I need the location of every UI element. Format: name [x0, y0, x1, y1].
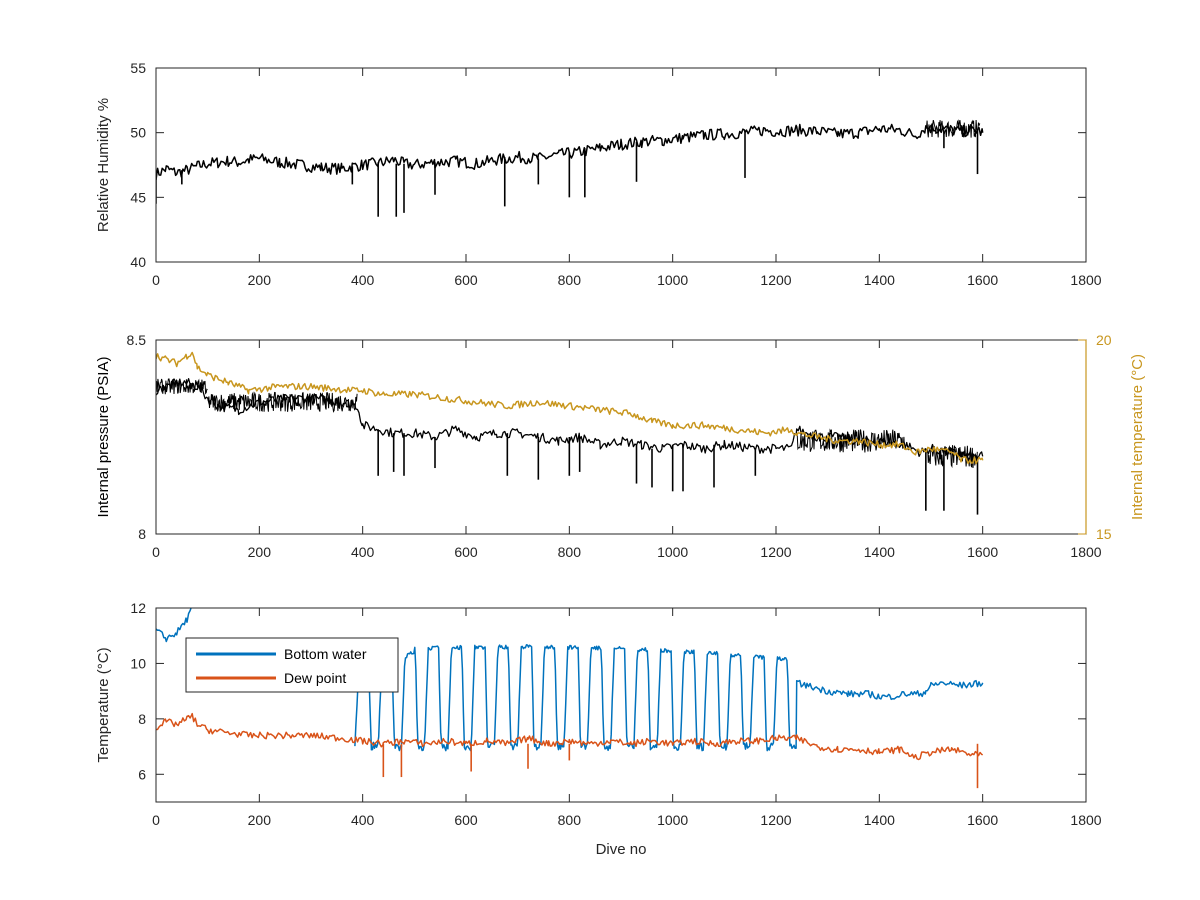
y-tick-label: 8	[138, 711, 146, 727]
x-tick-label: 0	[152, 544, 160, 560]
x-tick-label: 200	[248, 544, 272, 560]
y-tick-label: 10	[130, 655, 146, 671]
x-tick-label: 1800	[1070, 272, 1101, 288]
panel-2: 0 200 400 600 800 1000 1200 1400 1600 1800 8 8.5 15 2…	[95, 332, 1146, 560]
x-tick-label: 1600	[967, 812, 998, 828]
x-tick-label: 400	[351, 272, 375, 288]
y-right-tick-label: 20	[1096, 332, 1112, 348]
x-tick-label: 1400	[864, 544, 895, 560]
y-tick-label: 8	[138, 526, 146, 542]
x-tick-label: 1400	[864, 272, 895, 288]
noise-band	[925, 119, 981, 138]
x-tick-label: 400	[351, 544, 375, 560]
x-tick-label: 1000	[657, 272, 688, 288]
x-tick-label: 600	[454, 812, 478, 828]
y-tick-label: 8.5	[127, 332, 147, 348]
x-tick-label: 800	[558, 812, 582, 828]
x-tick-label: 0	[152, 272, 160, 288]
x-axis-label: Dive no	[596, 841, 647, 858]
x-tick-label: 1200	[760, 544, 791, 560]
y-tick-label: 40	[130, 254, 146, 270]
legend-label-1: Bottom water	[284, 646, 367, 662]
y-right-axis-label: Internal temperature (°C)	[1129, 354, 1146, 520]
axes-box	[155, 607, 1087, 803]
y-tick-label: 50	[130, 125, 146, 141]
x-tick-label: 600	[454, 272, 478, 288]
x-tick-label: 1000	[657, 812, 688, 828]
legend-box	[185, 637, 399, 693]
x-tick-label: 1800	[1070, 812, 1101, 828]
y-tick-label: 45	[130, 189, 146, 205]
x-tick-label: 800	[558, 272, 582, 288]
x-tick-label: 200	[248, 272, 272, 288]
legend-label-2: Dew point	[284, 670, 346, 686]
x-tick-label: 1800	[1070, 544, 1101, 560]
legend: Bottom water Dew point	[185, 637, 399, 693]
axes-box	[155, 67, 1087, 263]
y-axis-label: Relative Humidity %	[95, 98, 112, 232]
y-axis-label: Internal pressure (PSIA)	[95, 357, 112, 518]
series-line-1	[156, 608, 984, 752]
panel-1: 0 200 400 600 800 1000 1200 1400 1600 1800 40 45 50 5…	[95, 60, 1102, 288]
x-tick-label: 600	[454, 544, 478, 560]
x-tick-label: 0	[152, 812, 160, 828]
plot-area	[156, 351, 984, 515]
x-tick-label: 1200	[760, 272, 791, 288]
x-tick-label: 400	[351, 812, 375, 828]
x-tick-label: 200	[248, 812, 272, 828]
panel-3: 0 200 400 600 800 1000 1200 1400 1600 1800 6 8 10 12 T…	[95, 600, 1102, 858]
noise-band-1	[207, 391, 358, 413]
y-axis-label: Temperature (°C)	[95, 647, 112, 762]
y-tick-label: 6	[138, 766, 146, 782]
series-line-1	[156, 123, 984, 181]
series-line-2	[156, 351, 984, 465]
y-right-tick-label: 15	[1096, 526, 1112, 542]
x-tick-label: 1000	[657, 544, 688, 560]
x-tick-label: 1400	[864, 812, 895, 828]
x-tick-label: 800	[558, 544, 582, 560]
noise-band-2	[796, 428, 905, 453]
noise-band-4	[156, 378, 208, 395]
series-line-2	[156, 712, 984, 761]
x-tick-label: 1600	[967, 272, 998, 288]
y-tick-label: 55	[130, 60, 146, 76]
plot-area	[156, 119, 984, 217]
plot-area	[156, 608, 984, 789]
x-tick-label: 1200	[760, 812, 791, 828]
x-tick-label: 1600	[967, 544, 998, 560]
y-tick-label: 12	[130, 600, 146, 616]
